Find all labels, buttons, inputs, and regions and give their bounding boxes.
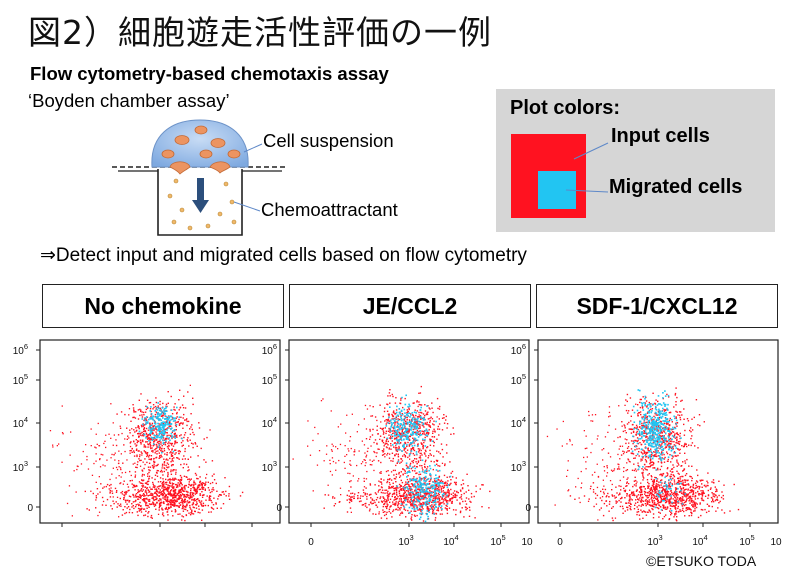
page-title: 図2）細胞遊走活性評価の一例 <box>28 13 492 52</box>
x-tick-label: 105 <box>490 533 505 548</box>
x-tick-label: 10 <box>521 537 533 548</box>
y-tick-label: 105 <box>13 372 28 387</box>
chemoattractant-dots <box>167 178 237 231</box>
legend-title: Plot colors: <box>510 97 621 119</box>
assay-subtitle: Flow cytometry-based chemotaxis assay <box>30 63 389 84</box>
y-tick-label: 104 <box>13 415 28 430</box>
plot-no-chemokine: 106 105 104 103 0 <box>13 339 281 527</box>
condition-je-ccl2: JE/CCL2 <box>289 284 531 328</box>
input-cell-dots <box>49 384 244 522</box>
migrated-cell-dots <box>385 394 452 523</box>
input-cell-dots <box>292 385 491 522</box>
migrated-cells-label: Migrated cells <box>609 176 743 198</box>
x-tick-label: 103 <box>647 533 662 548</box>
assay-name: ‘Boyden chamber assay’ <box>28 90 230 111</box>
detection-note: ⇒Detect input and migrated cells based o… <box>40 245 527 266</box>
legend-leader-lines <box>565 142 609 193</box>
plot-color-legend: Plot colors: Input cells Migrated cells <box>496 89 775 232</box>
migrated-cell-dots <box>631 389 687 512</box>
cell-suspension-label: Cell suspension <box>263 130 394 151</box>
migrated-cell-dots <box>138 402 183 454</box>
x-tick-label: 104 <box>692 533 707 548</box>
chemoattractant-leader-line <box>233 201 261 212</box>
condition-no-chemokine: No chemokine <box>42 284 284 328</box>
x-tick-label: 103 <box>398 533 413 548</box>
x-tick-label: 0 <box>308 537 314 548</box>
boyden-chamber-diagram <box>112 119 288 236</box>
x-tick-label: 10 <box>770 537 782 548</box>
y-tick-label: 0 <box>525 503 531 514</box>
y-tick-label: 103 <box>13 459 28 474</box>
migrating-cells <box>169 161 231 175</box>
y-tick-label: 0 <box>276 503 282 514</box>
cell-suspension-drop <box>151 119 249 168</box>
x-tick-label: 0 <box>557 537 563 548</box>
chamber-well <box>157 169 243 236</box>
x-tick-label: 104 <box>443 533 458 548</box>
input-cells-label: Input cells <box>611 125 710 147</box>
copyright-notice: ©ETSUKO TODA <box>646 553 757 569</box>
y-tick-label: 0 <box>27 503 33 514</box>
condition-sdf1-cxcl12: SDF-1/CXCL12 <box>536 284 778 328</box>
y-tick-label: 106 <box>13 342 28 357</box>
suspended-cells <box>161 125 241 159</box>
suspension-leader-line <box>243 143 263 153</box>
chemoattractant-label: Chemoattractant <box>261 199 398 220</box>
x-tick-label: 105 <box>739 533 754 548</box>
migration-arrow <box>192 178 209 213</box>
